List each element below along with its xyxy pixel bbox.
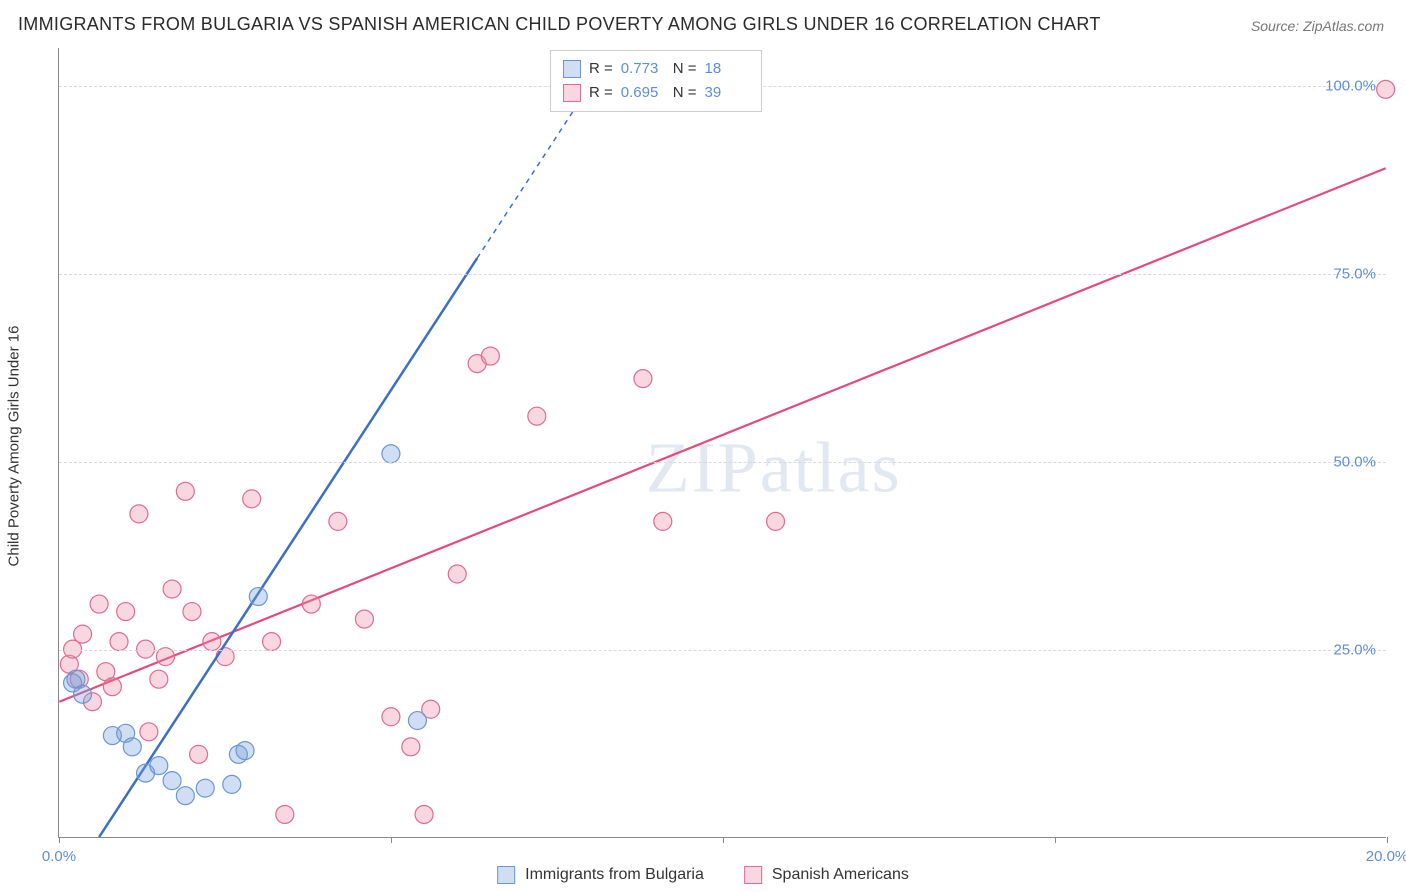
x-tick-label: 0.0% [42,848,76,865]
chart-title: IMMIGRANTS FROM BULGARIA VS SPANISH AMER… [18,14,1101,35]
y-tick-label: 50.0% [1333,453,1376,470]
legend-item-spanish: Spanish Americans [744,866,909,884]
y-axis-label: Child Poverty Among Girls Under 16 [6,326,23,567]
n-label: N = [673,57,697,81]
n-value-bulgaria: 18 [705,57,749,81]
r-value-bulgaria: 0.773 [621,57,665,81]
series-legend: Immigrants from Bulgaria Spanish America… [497,866,909,884]
stats-row-spanish: R = 0.695 N = 39 [563,81,749,105]
r-label: R = [589,81,613,105]
y-tick-label: 25.0% [1333,641,1376,658]
swatch-bulgaria [563,60,581,78]
legend-label-spanish: Spanish Americans [772,866,909,884]
r-value-spanish: 0.695 [621,81,665,105]
y-tick-label: 75.0% [1333,265,1376,282]
swatch-bulgaria-icon [497,866,515,884]
x-tick-label: 20.0% [1366,848,1406,865]
legend-label-bulgaria: Immigrants from Bulgaria [525,866,704,884]
legend-item-bulgaria: Immigrants from Bulgaria [497,866,704,884]
chart-svg [59,48,1386,837]
y-tick-label: 100.0% [1325,77,1376,94]
swatch-spanish [563,84,581,102]
r-label: R = [589,57,613,81]
correlation-stats-box: R = 0.773 N = 18 R = 0.695 N = 39 [550,50,762,112]
plot-area: ZIPatlas 25.0%50.0%75.0%100.0%0.0%20.0% [58,48,1386,838]
stats-row-bulgaria: R = 0.773 N = 18 [563,57,749,81]
n-value-spanish: 39 [705,81,749,105]
n-label: N = [673,81,697,105]
swatch-spanish-icon [744,866,762,884]
source-attribution: Source: ZipAtlas.com [1251,18,1384,34]
